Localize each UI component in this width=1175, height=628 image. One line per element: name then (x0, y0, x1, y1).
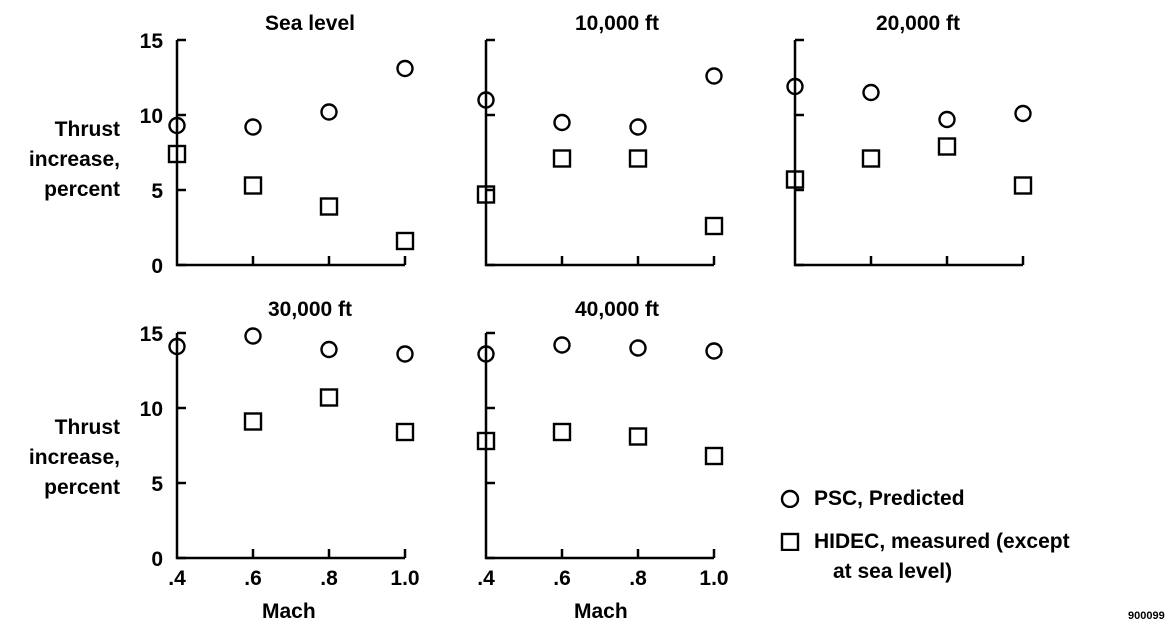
chart-panel: 20,000 ft (785, 12, 1033, 267)
x-axis-label-right: Mach (574, 600, 628, 623)
psc-circle-point (786, 77, 804, 96)
y-tick-label: 15 (140, 323, 164, 346)
psc-circle-point (396, 345, 414, 363)
psc-circle-point (553, 336, 571, 354)
hidec-square-point (704, 216, 724, 236)
chart-panel: 10,000 ft (476, 12, 724, 267)
panel-title: 40,000 ft (575, 298, 659, 321)
hidec-square-point (319, 197, 339, 216)
y-tick-label: 10 (140, 105, 163, 128)
x-tick-label: .8 (320, 567, 338, 590)
hidec-square-point (395, 231, 415, 251)
square-marker-icon (778, 527, 804, 560)
hidec-square-point (552, 422, 572, 442)
y-tick-label: 5 (151, 473, 163, 496)
psc-circle-point (1014, 104, 1032, 123)
circle-marker-icon (778, 484, 804, 517)
y-axis-label-line: Thrust (54, 416, 120, 439)
y-axis-label-line: increase, (28, 148, 120, 171)
y-axis-label-line: Thrust (54, 118, 120, 141)
hidec-square-point (395, 422, 415, 442)
x-tick-label: .6 (244, 567, 262, 590)
psc-circle-point (862, 83, 880, 102)
chart-panel: 40,000 ft .4 .6 .8 1.0 (476, 298, 729, 590)
hidec-square-point (243, 412, 263, 431)
hidec-square-point (476, 185, 496, 204)
hidec-square-point (704, 446, 724, 466)
panel-title: 20,000 ft (876, 12, 960, 35)
axis-line (175, 40, 405, 267)
psc-circle-point (629, 339, 647, 357)
psc-circle-point (705, 67, 723, 85)
axis-line (484, 40, 714, 267)
hidec-square-point (861, 149, 881, 168)
y-tick-label: 0 (151, 548, 163, 571)
legend-item-psc: PSC, Predicted (778, 484, 965, 517)
psc-circle-point (705, 342, 723, 360)
hidec-square-point (628, 427, 648, 446)
chart-panel: 30,000 ft 0 5 10 15 .4 .6 .8 1.0 (140, 298, 420, 590)
axis-line (793, 40, 1023, 267)
hidec-square-point (1013, 176, 1033, 195)
axis-line (484, 333, 714, 560)
x-tick-label: 1.0 (390, 567, 419, 590)
x-tick-label: .4 (168, 567, 186, 590)
psc-circle-point (320, 340, 338, 359)
legend-label-hidec-line1: HIDEC, measured (except (814, 530, 1070, 553)
hidec-square-point (628, 149, 648, 168)
x-tick-label: 1.0 (699, 567, 728, 590)
hidec-square-point (785, 170, 805, 189)
y-axis-label-line: increase, (28, 446, 120, 469)
psc-circle-point (629, 118, 647, 136)
chart-panel: Sea level 0 5 10 15 (140, 12, 415, 278)
legend-label-hidec: HIDEC, measured (except at sea level) (814, 527, 1070, 587)
psc-circle-point (477, 345, 495, 363)
axis-line (175, 333, 405, 560)
psc-circle-point (938, 110, 956, 129)
y-tick-label: 0 (151, 255, 163, 278)
hidec-square-point (243, 176, 263, 195)
x-tick-label: .8 (629, 567, 647, 590)
psc-circle-point (244, 327, 262, 345)
psc-circle-point (320, 103, 338, 121)
y-axis-label-bottom: Thrust increase, percent (0, 413, 120, 503)
y-tick-label: 5 (151, 180, 163, 203)
hidec-square-point (319, 388, 339, 407)
psc-circle-point (168, 337, 186, 356)
y-axis-label-line: percent (44, 178, 120, 201)
hidec-square-point (552, 149, 572, 168)
legend-label-psc: PSC, Predicted (814, 487, 965, 510)
x-tick-label: .4 (477, 567, 495, 590)
hidec-square-point (167, 144, 187, 164)
psc-circle-point (396, 59, 414, 78)
x-tick-label: .6 (553, 567, 571, 590)
legend-item-hidec: HIDEC, measured (except at sea level) (778, 527, 1070, 587)
panel-title: 10,000 ft (575, 12, 659, 35)
psc-circle-point (244, 118, 262, 136)
y-axis-label-line: percent (44, 476, 120, 499)
x-axis-label-left: Mach (262, 600, 316, 623)
psc-circle-point (553, 113, 571, 132)
figure-number: 900099 (1128, 610, 1165, 622)
legend-label-hidec-line2: at sea level) (833, 560, 953, 583)
panel-title: Sea level (265, 12, 355, 35)
y-tick-label: 10 (140, 398, 163, 421)
y-axis-label-top: Thrust increase, percent (0, 115, 120, 205)
psc-circle-point (168, 116, 186, 135)
psc-circle-point (477, 91, 495, 109)
hidec-square-point (937, 137, 957, 156)
hidec-square-point (476, 431, 496, 451)
panel-title: 30,000 ft (268, 298, 352, 321)
y-tick-label: 15 (140, 30, 164, 53)
